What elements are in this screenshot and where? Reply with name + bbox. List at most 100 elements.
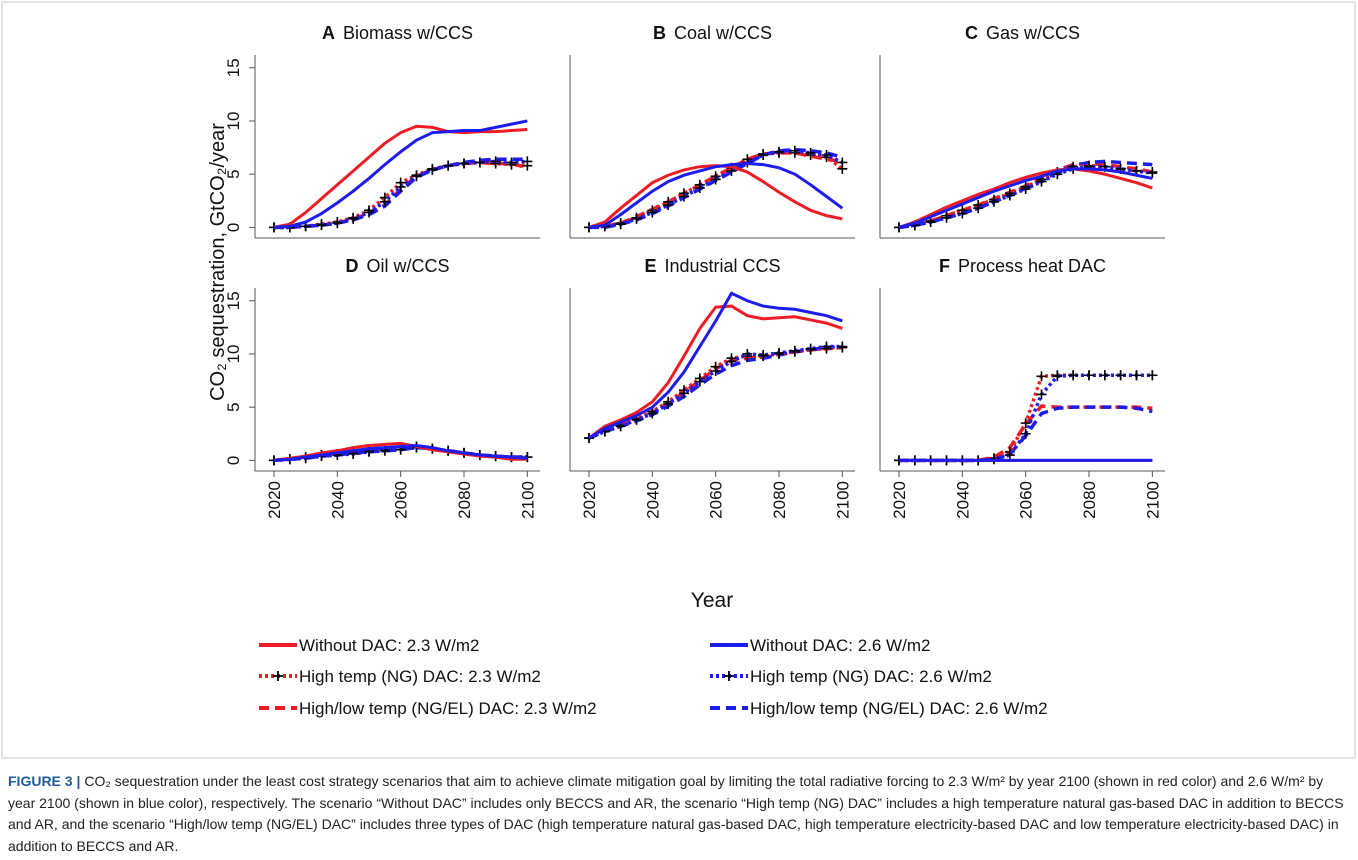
point-marker (647, 408, 658, 419)
series-line (588, 344, 843, 440)
point-marker (631, 213, 642, 224)
series-line (588, 291, 843, 440)
point-marker (1131, 370, 1142, 381)
point-marker (694, 182, 705, 193)
x-tick-label: 2060 (392, 481, 411, 519)
legend-label: Without DAC: 2.3 W/m2 (299, 636, 479, 655)
x-tick-label: 2040 (953, 481, 972, 519)
series-line (589, 147, 843, 230)
series-line (899, 373, 1153, 463)
panel-title: C Gas w/CCS (965, 23, 1080, 43)
legend-label: High temp (NG) DAC: 2.6 W/m2 (750, 667, 992, 686)
point-marker (1147, 370, 1158, 381)
point-marker (941, 212, 952, 223)
panel-letter: B (653, 23, 666, 43)
point-marker (1020, 184, 1031, 195)
legend-label: High/low temp (NG/EL) DAC: 2.3 W/m2 (299, 699, 597, 718)
panel-title-text: Biomass w/CCS (343, 23, 473, 43)
point-marker (647, 207, 658, 218)
point-marker (1052, 371, 1063, 382)
point-marker (1020, 418, 1031, 429)
point-marker (615, 219, 626, 230)
point-marker (821, 150, 832, 161)
point-marker (837, 157, 848, 168)
panel-letter: C (965, 23, 978, 43)
panel-title: A Biomass w/CCS (322, 23, 473, 43)
x-tick-label: 2020 (580, 481, 599, 519)
point-marker (789, 145, 800, 156)
point-marker (973, 203, 984, 214)
y-tick-label: 10 (224, 345, 243, 364)
x-axis-label: Year (691, 589, 733, 612)
point-marker (774, 146, 784, 157)
point-marker (522, 156, 533, 167)
point-marker (1084, 370, 1094, 381)
legend-label: High/low temp (NG/EL) DAC: 2.6 W/m2 (750, 699, 1048, 718)
x-tick-label: 2020 (265, 481, 284, 519)
point-marker (957, 208, 968, 219)
y-tick-label: 5 (224, 169, 243, 178)
point-marker (427, 164, 438, 175)
point-marker (742, 348, 753, 359)
point-marker (379, 196, 390, 207)
series-line (898, 161, 1153, 230)
point-marker (1036, 371, 1047, 382)
point-marker (459, 158, 469, 169)
point-marker (805, 343, 816, 354)
x-tick-label: 2040 (328, 481, 347, 519)
point-marker (1036, 389, 1047, 400)
caption-text: CO₂ sequestration under the least cost s… (8, 773, 1344, 854)
point-marker (1115, 370, 1126, 381)
point-marker (506, 157, 517, 168)
y-axis-label: CO₂ sequestration, GtCO₂/year (207, 123, 229, 401)
x-tick-label: 2060 (707, 481, 726, 519)
x-tick-label: 2020 (890, 481, 909, 519)
point-marker (490, 156, 501, 167)
x-tick-label: 2100 (833, 481, 852, 519)
point-marker (1004, 190, 1015, 201)
point-marker (1068, 370, 1079, 381)
panel-title-text: Coal w/CCS (674, 23, 772, 43)
x-tick-label: 2100 (518, 481, 537, 519)
y-tick-label: 15 (224, 58, 243, 77)
point-marker (663, 200, 674, 211)
point-marker (1099, 370, 1110, 381)
panel-letter: F (939, 256, 950, 276)
caption: FIGURE 3 | CO₂ sequestration under the le… (8, 771, 1350, 857)
panel-title: D Oil w/CCS (345, 256, 449, 276)
panel-title-text: Oil w/CCS (366, 256, 449, 276)
point-marker (837, 341, 848, 352)
series-line (274, 159, 528, 230)
point-marker (821, 341, 832, 352)
figure-frame (1, 1, 1356, 759)
point-marker (758, 150, 769, 161)
panel-title: E Industrial CCS (644, 256, 780, 276)
y-tick-label: 10 (224, 112, 243, 131)
panel-title: F Process heat DAC (939, 256, 1106, 276)
point-marker (789, 345, 800, 356)
point-marker (1020, 428, 1031, 439)
x-tick-label: 2080 (455, 481, 474, 519)
legend-marker (724, 671, 734, 681)
point-marker (1036, 176, 1047, 187)
point-marker (332, 218, 343, 229)
point-marker (1147, 168, 1158, 179)
legend-label: Without DAC: 2.6 W/m2 (750, 636, 930, 655)
panel-letter: D (345, 256, 358, 276)
x-tick-label: 2080 (1080, 481, 1099, 519)
y-tick-label: 0 (224, 223, 243, 232)
panel-letter: E (644, 256, 656, 276)
figure: Year CO₂ sequestration, GtCO₂/year A Biom… (1, 1, 1356, 759)
point-marker (364, 207, 374, 218)
panel-title-text: Gas w/CCS (986, 23, 1080, 43)
legend-marker (273, 671, 283, 681)
y-tick-label: 5 (224, 402, 243, 411)
series-line (898, 167, 1153, 229)
series-line (588, 304, 843, 440)
x-tick-label: 2060 (1017, 481, 1036, 519)
x-tick-label: 2040 (643, 481, 662, 519)
point-marker (925, 217, 936, 228)
series-line (588, 162, 844, 229)
panel-title-text: Process heat DAC (958, 256, 1106, 276)
